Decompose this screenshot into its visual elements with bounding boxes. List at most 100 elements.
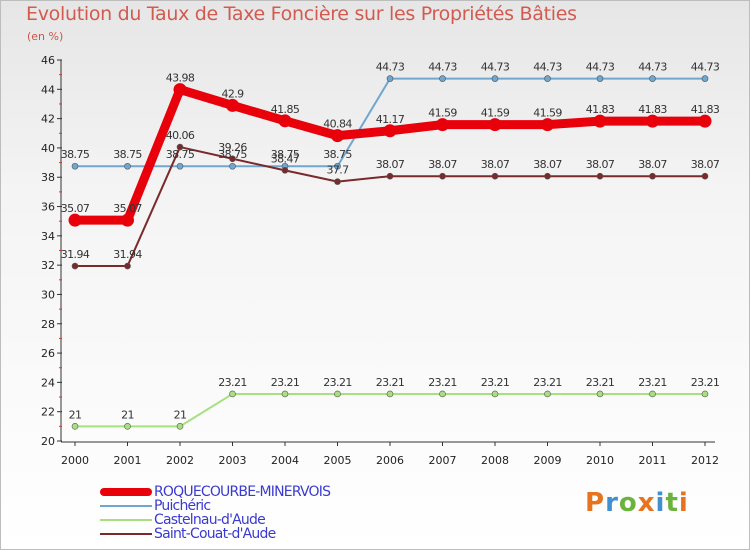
data-point: [436, 118, 449, 132]
data-point: [334, 178, 341, 185]
data-label: 41.59: [428, 107, 457, 120]
data-point: [596, 390, 604, 398]
data-point: [596, 75, 604, 82]
x-tick-label: 2011: [639, 454, 667, 467]
legend-label: ROQUECOURBE-MINERVOIS: [154, 484, 331, 500]
data-label: 41.59: [533, 107, 562, 120]
x-tick-label: 2008: [481, 454, 509, 467]
x-tick-label: 2001: [114, 454, 142, 467]
data-point: [229, 155, 236, 163]
data-label: 23.21: [218, 376, 247, 389]
data-label: 38.75: [271, 148, 300, 161]
data-label: 35.07: [113, 202, 142, 215]
data-point: [71, 262, 79, 270]
legend-item: ROQUECOURBE-MINERVOIS: [100, 484, 331, 500]
y-tick-label: 38: [41, 171, 55, 184]
data-point: [229, 162, 236, 170]
data-point: [176, 423, 184, 430]
y-tick-label: 34: [41, 230, 55, 243]
data-label: 21: [121, 408, 134, 421]
y-tick-label: 26: [41, 347, 55, 360]
data-label: 23.21: [323, 376, 352, 389]
data-point: [649, 172, 656, 180]
data-point: [173, 83, 187, 97]
y-tick-label: 28: [41, 318, 55, 331]
data-label: 38.07: [481, 158, 510, 171]
x-tick-label: 2010: [586, 454, 614, 467]
data-label: 41.17: [376, 113, 405, 126]
legend-swatch: [100, 505, 152, 507]
legend-label: Puichéric: [154, 498, 211, 514]
data-label: 37.7: [326, 164, 349, 177]
legend-item: Puichéric: [100, 499, 330, 513]
data-label: 23.21: [691, 376, 720, 389]
data-point: [281, 390, 289, 398]
y-tick-label: 30: [41, 288, 55, 301]
chart-title: Evolution du Taux de Taxe Foncière sur l…: [26, 3, 577, 25]
data-label: 41.83: [691, 103, 720, 116]
data-label: 39.26: [218, 141, 247, 154]
data-point: [226, 98, 239, 112]
legend-swatch: [100, 533, 152, 535]
data-label: 38.47: [271, 152, 300, 165]
data-label: 38.07: [691, 158, 720, 171]
data-label: 23.21: [271, 376, 300, 389]
y-tick-label: 20: [41, 435, 55, 448]
data-point: [229, 390, 236, 398]
data-label: 44.73: [638, 61, 667, 74]
data-label: 44.73: [376, 61, 405, 74]
y-tick-label: 46: [41, 54, 55, 67]
data-point: [386, 390, 394, 398]
data-label: 41.83: [586, 103, 615, 116]
logo-letter: t: [665, 488, 679, 518]
data-point: [439, 172, 446, 180]
data-label: 44.73: [586, 61, 615, 74]
x-tick-label: 2005: [324, 454, 352, 467]
data-point: [701, 75, 709, 82]
data-point: [544, 75, 551, 82]
x-tick-label: 2012: [691, 454, 719, 467]
logo-letter: r: [605, 488, 619, 518]
logo-letter: x: [637, 488, 656, 518]
x-tick-label: 2002: [166, 454, 194, 467]
data-label: 38.07: [586, 158, 615, 171]
data-point: [176, 162, 184, 170]
data-point: [439, 75, 446, 82]
data-label: 38.07: [428, 158, 457, 171]
data-label: 38.75: [166, 148, 195, 161]
data-point: [386, 75, 394, 82]
data-label: 44.73: [691, 61, 720, 74]
data-label: 44.73: [533, 61, 562, 74]
x-tick-label: 2007: [429, 454, 457, 467]
data-point: [488, 118, 502, 132]
logo-letter: i: [678, 488, 689, 518]
data-label: 44.73: [428, 61, 457, 74]
data-label: 21: [69, 408, 82, 421]
data-point: [698, 114, 712, 128]
data-label: 38.75: [113, 148, 142, 161]
data-point: [334, 162, 341, 170]
data-point: [593, 114, 607, 128]
data-label: 23.21: [586, 376, 615, 389]
data-label: 44.73: [481, 61, 510, 74]
data-point: [544, 172, 551, 180]
data-point: [541, 118, 554, 132]
x-tick-label: 2003: [219, 454, 247, 467]
data-point: [71, 423, 79, 430]
data-label: 42.9: [221, 87, 244, 100]
data-point: [383, 124, 397, 138]
y-tick-label: 32: [41, 259, 55, 272]
data-point: [176, 143, 184, 151]
data-point: [491, 75, 499, 82]
data-label: 21: [174, 408, 187, 421]
y-tick-label: 36: [41, 201, 55, 214]
legend: ROQUECOURBE-MINERVOIS Puichéric Castelnau-…: [100, 484, 331, 541]
data-label: 41.59: [481, 107, 510, 120]
data-point: [331, 129, 344, 143]
data-point: [646, 114, 659, 128]
data-point: [281, 167, 289, 174]
data-point: [124, 162, 131, 170]
data-label: 38.75: [61, 148, 90, 161]
data-point: [544, 390, 551, 398]
